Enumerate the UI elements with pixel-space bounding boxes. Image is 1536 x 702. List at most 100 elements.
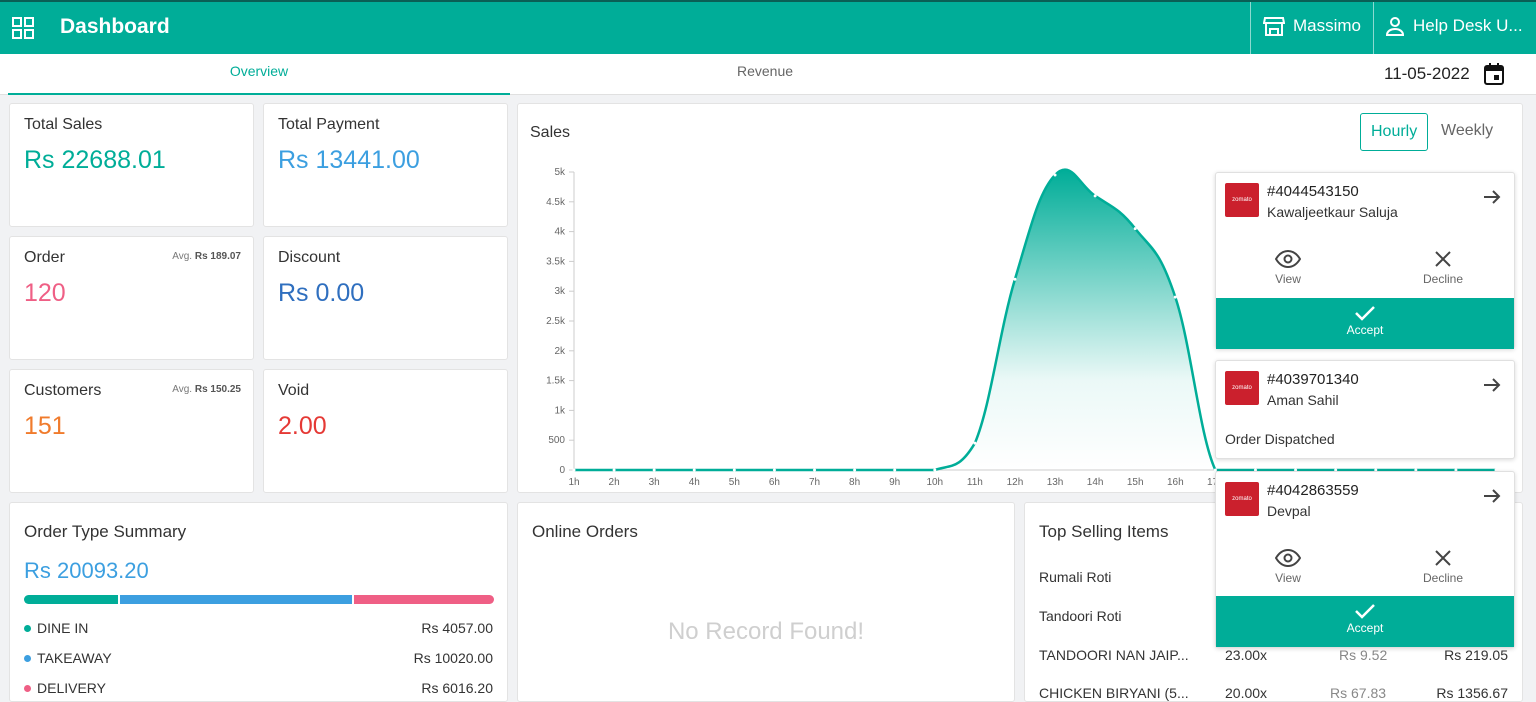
x-tick-label: 6h [769, 477, 780, 488]
customer-name: Devpal [1267, 503, 1311, 519]
order-avg: Avg. Rs 189.07 [172, 251, 241, 262]
divider [1373, 2, 1374, 56]
eye-icon [1275, 250, 1301, 268]
decline-button[interactable]: Decline [1413, 250, 1473, 286]
sales-area [574, 169, 1496, 470]
close-icon [1435, 251, 1451, 267]
legend-dine-in: DINE IN [24, 620, 88, 636]
user-menu[interactable]: Help Desk U... [1385, 16, 1523, 36]
data-point [1133, 227, 1137, 231]
store-selector[interactable]: Massimo [1263, 16, 1361, 36]
x-tick-label: 13h [1047, 477, 1064, 488]
total-payment-label: Total Payment [278, 116, 380, 133]
total-payment-value: Rs 13441.00 [278, 146, 420, 174]
y-tick-label: 3.5k [546, 256, 566, 267]
x-tick-label: 15h [1127, 477, 1144, 488]
total-sales-value: Rs 22688.01 [24, 146, 166, 174]
order-type-summary-card: Order Type Summary Rs 20093.20 DINE IN R… [9, 502, 508, 702]
void-label: Void [278, 382, 310, 399]
total-sales-card: Total Sales Rs 22688.01 [9, 103, 254, 227]
legend-takeaway: TAKEAWAY [24, 650, 112, 666]
online-orders-card: Online Orders No Record Found! [517, 502, 1015, 702]
check-icon [1355, 604, 1375, 619]
zomato-logo: zomato [1225, 371, 1259, 405]
void-card: Void 2.00 [263, 369, 508, 493]
accept-button[interactable]: Accept [1216, 298, 1514, 349]
y-tick-label: 4.5k [546, 197, 566, 208]
tab-bar: Overview Revenue [0, 54, 1536, 95]
data-point [1374, 468, 1378, 472]
x-tick-label: 4h [689, 477, 700, 488]
dine-in-value: Rs 4057.00 [421, 620, 493, 636]
top-item-total: Rs 1356.67 [1436, 685, 1508, 701]
calendar-icon[interactable] [1483, 63, 1504, 85]
data-point [1053, 173, 1057, 177]
delivery-dot [24, 684, 31, 692]
customers-avg: Avg. Rs 150.25 [172, 384, 241, 395]
eye-icon [1275, 549, 1301, 567]
hourly-toggle[interactable]: Hourly [1360, 113, 1429, 151]
arrow-right-icon[interactable] [1482, 375, 1502, 395]
data-point [1414, 468, 1418, 472]
view-button[interactable]: View [1258, 250, 1318, 286]
data-point [692, 468, 696, 472]
data-point [732, 468, 736, 472]
top-item-total: Rs 219.05 [1444, 647, 1508, 663]
user-icon [1385, 17, 1405, 36]
x-tick-label: 10h [926, 477, 943, 488]
x-tick-label: 9h [889, 477, 900, 488]
top-item-qty: 23.00x [1225, 647, 1268, 663]
accept-button[interactable]: Accept [1216, 596, 1514, 647]
data-point [813, 468, 817, 472]
order-card: Order Avg. Rs 189.07 120 [9, 236, 254, 360]
store-icon [1263, 17, 1285, 36]
y-tick-label: 2.5k [546, 316, 566, 327]
data-point [1213, 468, 1217, 472]
customer-name: Kawaljeetkaur Saluja [1267, 204, 1398, 220]
takeaway-value: Rs 10020.00 [413, 650, 493, 666]
tab-overview[interactable]: Overview [8, 54, 510, 95]
order-number: #4042863559 [1267, 482, 1359, 499]
order-type-bar [24, 595, 494, 604]
order-type-bar-segment [24, 595, 119, 604]
top-selling-title: Top Selling Items [1039, 522, 1169, 541]
x-tick-label: 11h [967, 477, 983, 488]
x-tick-label: 14h [1087, 477, 1104, 488]
x-tick-label: 7h [809, 477, 820, 488]
zomato-logo: zomato [1225, 183, 1259, 217]
weekly-toggle[interactable]: Weekly [1441, 122, 1494, 139]
top-item-name: Rumali Roti [1039, 569, 1112, 585]
customers-value: 151 [24, 412, 66, 440]
sales-line [574, 168, 1496, 472]
order-type-total: Rs 20093.20 [24, 558, 149, 583]
total-sales-label: Total Sales [24, 116, 103, 133]
y-tick-label: 3k [554, 286, 566, 297]
decline-button[interactable]: Decline [1413, 549, 1473, 585]
data-point [1093, 194, 1097, 198]
page-title: Dashboard [60, 15, 170, 38]
order-type-bar-segment [354, 595, 494, 604]
apps-grid-icon[interactable] [12, 17, 34, 39]
data-point [1454, 468, 1458, 472]
sales-chart: 0 500 1k 1.5k 2k 2.5k 3k 3.5k 4k 4.5k 5k 1h 2h 3h 4h 5h… [546, 167, 1504, 488]
arrow-right-icon[interactable] [1482, 187, 1502, 207]
date-picker[interactable]: 11-05-2022 [1384, 63, 1504, 85]
top-bar: Dashboard Massimo Help Desk U... [0, 0, 1536, 56]
data-point [1494, 468, 1498, 472]
discount-label: Discount [278, 249, 341, 266]
store-name: Massimo [1293, 16, 1362, 35]
dine-in-dot [24, 624, 31, 632]
order-notification: zomato #4044543150 Kawaljeetkaur Saluja … [1215, 172, 1515, 349]
tab-revenue[interactable]: Revenue [736, 63, 794, 79]
arrow-right-icon[interactable] [1482, 486, 1502, 506]
view-button[interactable]: View [1258, 549, 1318, 585]
x-tick-label: 5h [729, 477, 740, 488]
online-orders-title: Online Orders [532, 522, 638, 541]
data-point [612, 468, 616, 472]
x-tick-label: 12h [1007, 477, 1024, 488]
top-item-qty: 20.00x [1225, 685, 1268, 701]
data-point [853, 468, 857, 472]
order-type-summary-title: Order Type Summary [24, 522, 187, 541]
empty-state-text: No Record Found! [667, 618, 865, 645]
close-icon [1435, 550, 1451, 566]
